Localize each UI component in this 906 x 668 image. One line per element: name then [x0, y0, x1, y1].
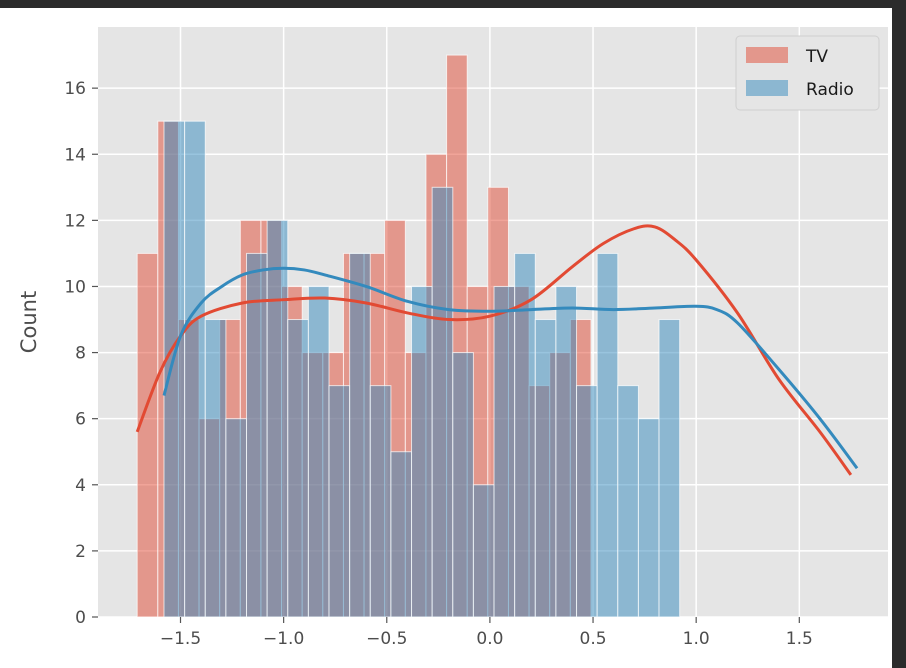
bar-radio	[431, 186, 454, 618]
x-tick-label: 0.5	[580, 629, 607, 649]
legend-label-tv: TV	[805, 47, 828, 67]
y-tick-label: 4	[75, 476, 86, 496]
axes: −1.5 −1.0 −0.5 0.0 0.5 1.0 1.5 0 2 4 6 8 10 12 14 16	[64, 79, 812, 649]
legend: TV Radio	[735, 35, 880, 111]
y-tick-label: 6	[75, 410, 86, 430]
bar-tv	[136, 252, 159, 618]
y-tick-label: 8	[75, 344, 86, 364]
bar-radio	[472, 484, 495, 618]
legend-label-radio: Radio	[806, 80, 854, 100]
y-tick-label: 10	[64, 277, 86, 297]
x-tick-label: 1.5	[786, 629, 813, 649]
y-tick-label: 14	[64, 145, 86, 165]
y-tick-label: 16	[64, 79, 86, 99]
kde-line-radio	[162, 266, 859, 470]
bar-radio	[390, 451, 413, 618]
kde-lines	[135, 224, 859, 476]
bar-radio	[349, 252, 371, 618]
window-right-edge	[892, 0, 906, 668]
bar-radio	[452, 352, 474, 618]
bar-radio	[225, 418, 248, 618]
y-axis-label: Count	[17, 291, 41, 353]
bar-radio	[204, 319, 227, 618]
legend-swatch-radio	[746, 80, 788, 96]
bar-radio	[266, 219, 289, 618]
bar-radio	[328, 385, 351, 618]
bar-radio	[411, 285, 433, 618]
y-tick-label: 0	[75, 608, 86, 628]
bar-radio	[184, 120, 206, 618]
legend-swatch-tv	[746, 47, 788, 63]
bar-radio	[163, 120, 186, 618]
bar-radio	[555, 285, 578, 618]
bar-radio	[287, 319, 309, 618]
kde-line-tv	[135, 224, 853, 476]
radio-bars	[163, 120, 681, 618]
x-tick-label: −1.0	[263, 629, 304, 649]
bar-radio	[576, 385, 598, 618]
x-tick-label: 1.0	[683, 629, 710, 649]
bar-radio	[617, 385, 639, 618]
bar-radio	[658, 319, 681, 618]
window-top-bar	[0, 0, 906, 8]
x-tick-label: −1.5	[160, 629, 201, 649]
bar-radio	[534, 319, 557, 618]
y-tick-label: 2	[75, 542, 86, 562]
bar-radio	[369, 385, 392, 618]
bar-radio	[637, 418, 660, 618]
bar-radio	[246, 252, 268, 618]
x-tick-label: 0.0	[476, 629, 503, 649]
bar-radio	[307, 285, 330, 618]
x-tick-label: −0.5	[366, 629, 407, 649]
y-tick-label: 12	[64, 211, 86, 231]
bar-radio	[493, 285, 516, 618]
